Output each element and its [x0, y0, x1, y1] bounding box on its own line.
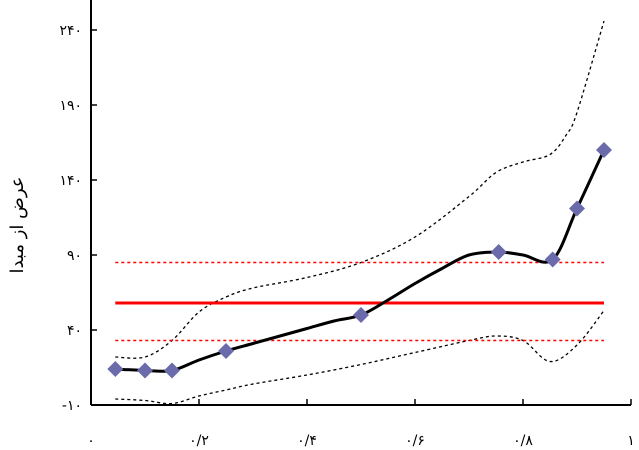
- data-point-marker: [596, 142, 612, 158]
- y-tick-label: ۲۴۰: [59, 23, 82, 39]
- x-tick-label: ۰/۴: [297, 433, 317, 449]
- lower-band-line: [115, 310, 605, 405]
- y-tick-label: ۹۰: [67, 248, 82, 264]
- data-point-marker: [107, 361, 124, 377]
- axes-layer: -۱۰ ۴۰ ۹۰ ۱۴۰ ۱۹۰ ۲۴۰ ۰ ۰/۲ ۰/۴ ۰/۶ ۰/۸ ۱: [59, 0, 635, 449]
- x-tick-label: ۰/۸: [513, 433, 533, 449]
- y-tick-label: -۱۰: [62, 398, 82, 414]
- fitted-curve: [115, 149, 606, 373]
- x-tick-label: ۰: [87, 433, 95, 449]
- data-point-marker: [218, 343, 234, 359]
- data-point-marker: [544, 251, 561, 268]
- data-point-marker: [164, 362, 180, 379]
- x-tick-label: ۰/۲: [189, 433, 209, 449]
- x-tick-label: ۱: [627, 433, 635, 449]
- x-tick-label: ۰/۶: [405, 433, 425, 449]
- data-point-marker: [353, 307, 369, 323]
- data-point-marker: [490, 244, 507, 260]
- fitted-curve-layer: [115, 149, 606, 373]
- y-axis-title: عرض از مبدا: [7, 176, 28, 273]
- confidence-band-layer: [115, 20, 605, 405]
- upper-band-line: [115, 20, 605, 359]
- y-tick-label: ۴۰: [67, 323, 82, 339]
- y-tick-label: ۱۹۰: [59, 98, 82, 114]
- data-point-marker: [569, 200, 585, 217]
- y-tick-label: ۱۴۰: [59, 173, 82, 189]
- control-limit-layer: [115, 261, 604, 342]
- data-point-marker: [137, 362, 153, 379]
- data-marker-layer: [107, 142, 612, 379]
